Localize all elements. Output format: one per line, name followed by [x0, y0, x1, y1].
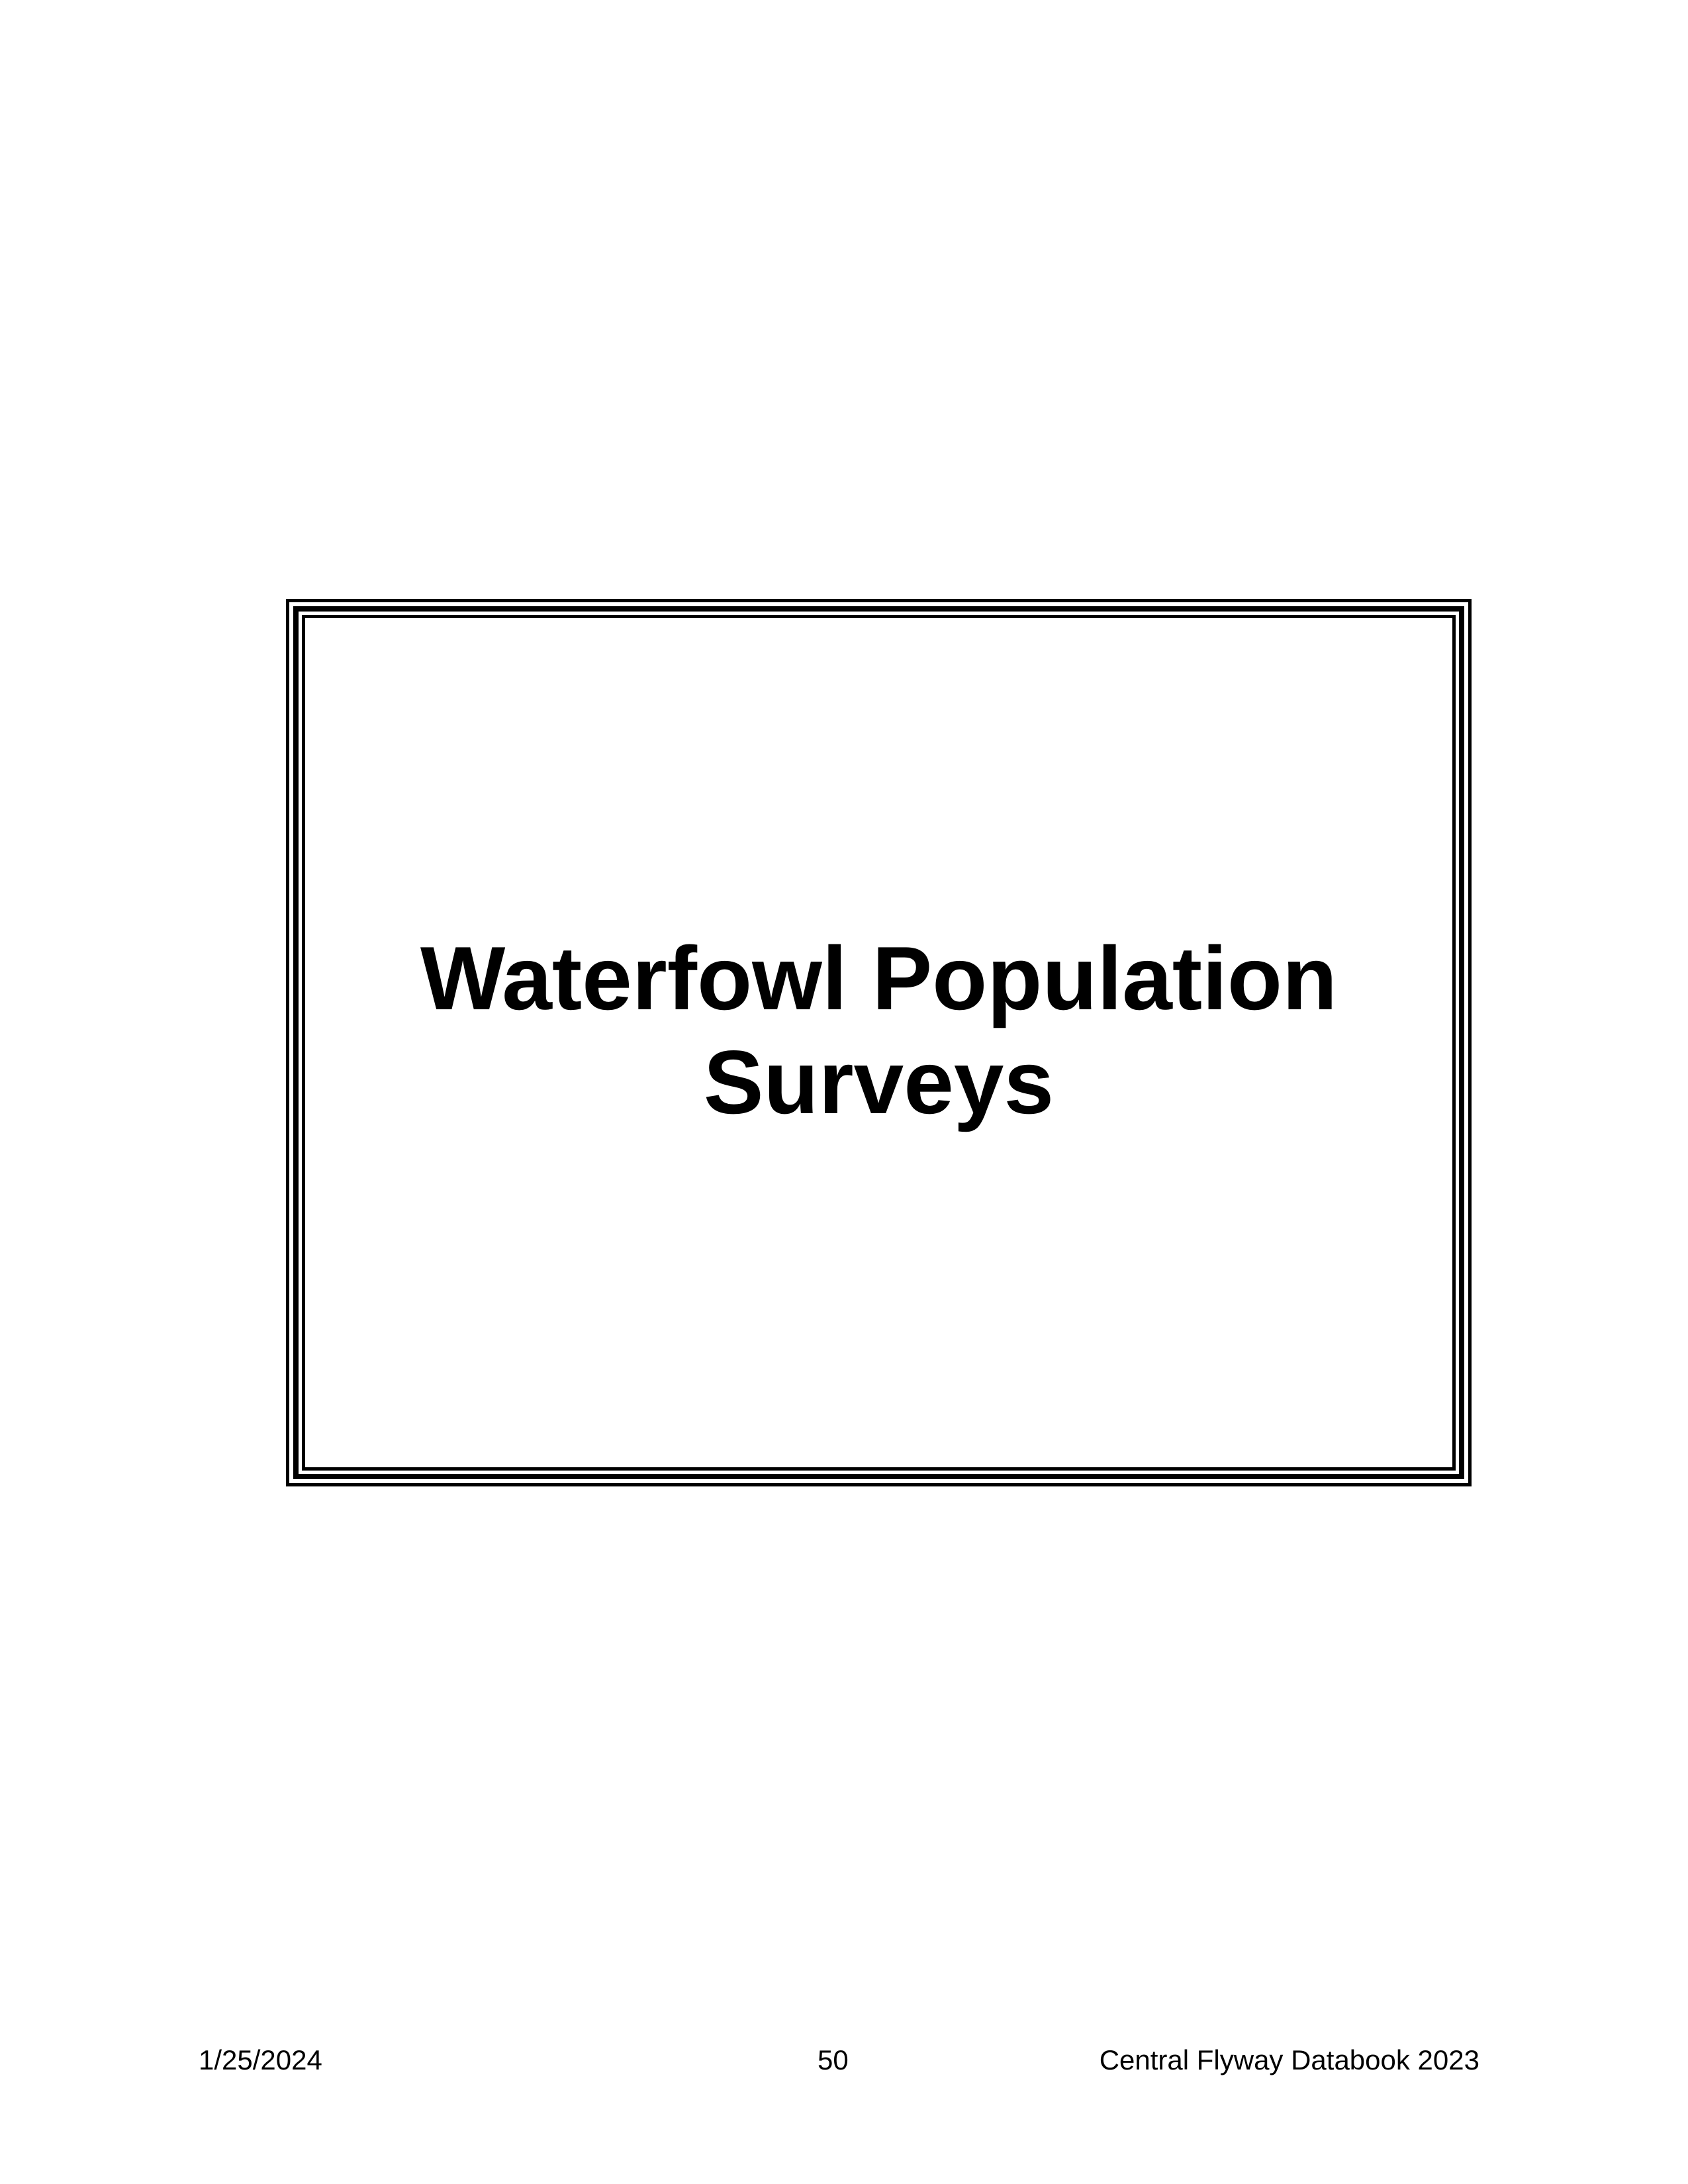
section-title: Waterfowl Population Surveys	[302, 927, 1456, 1134]
title-frame-inner-border	[302, 615, 1456, 1471]
footer-date: 1/25/2024	[199, 2044, 322, 2075]
footer-publication-title: Central Flyway Databook 2023	[1099, 2044, 1479, 2075]
section-title-line-2: Surveys	[703, 1032, 1055, 1132]
footer-page-number: 50	[818, 2044, 849, 2075]
title-frame-outer-border	[286, 599, 1472, 1486]
title-frame-middle-border	[293, 606, 1464, 1479]
section-title-line-1: Waterfowl Population	[420, 928, 1338, 1028]
